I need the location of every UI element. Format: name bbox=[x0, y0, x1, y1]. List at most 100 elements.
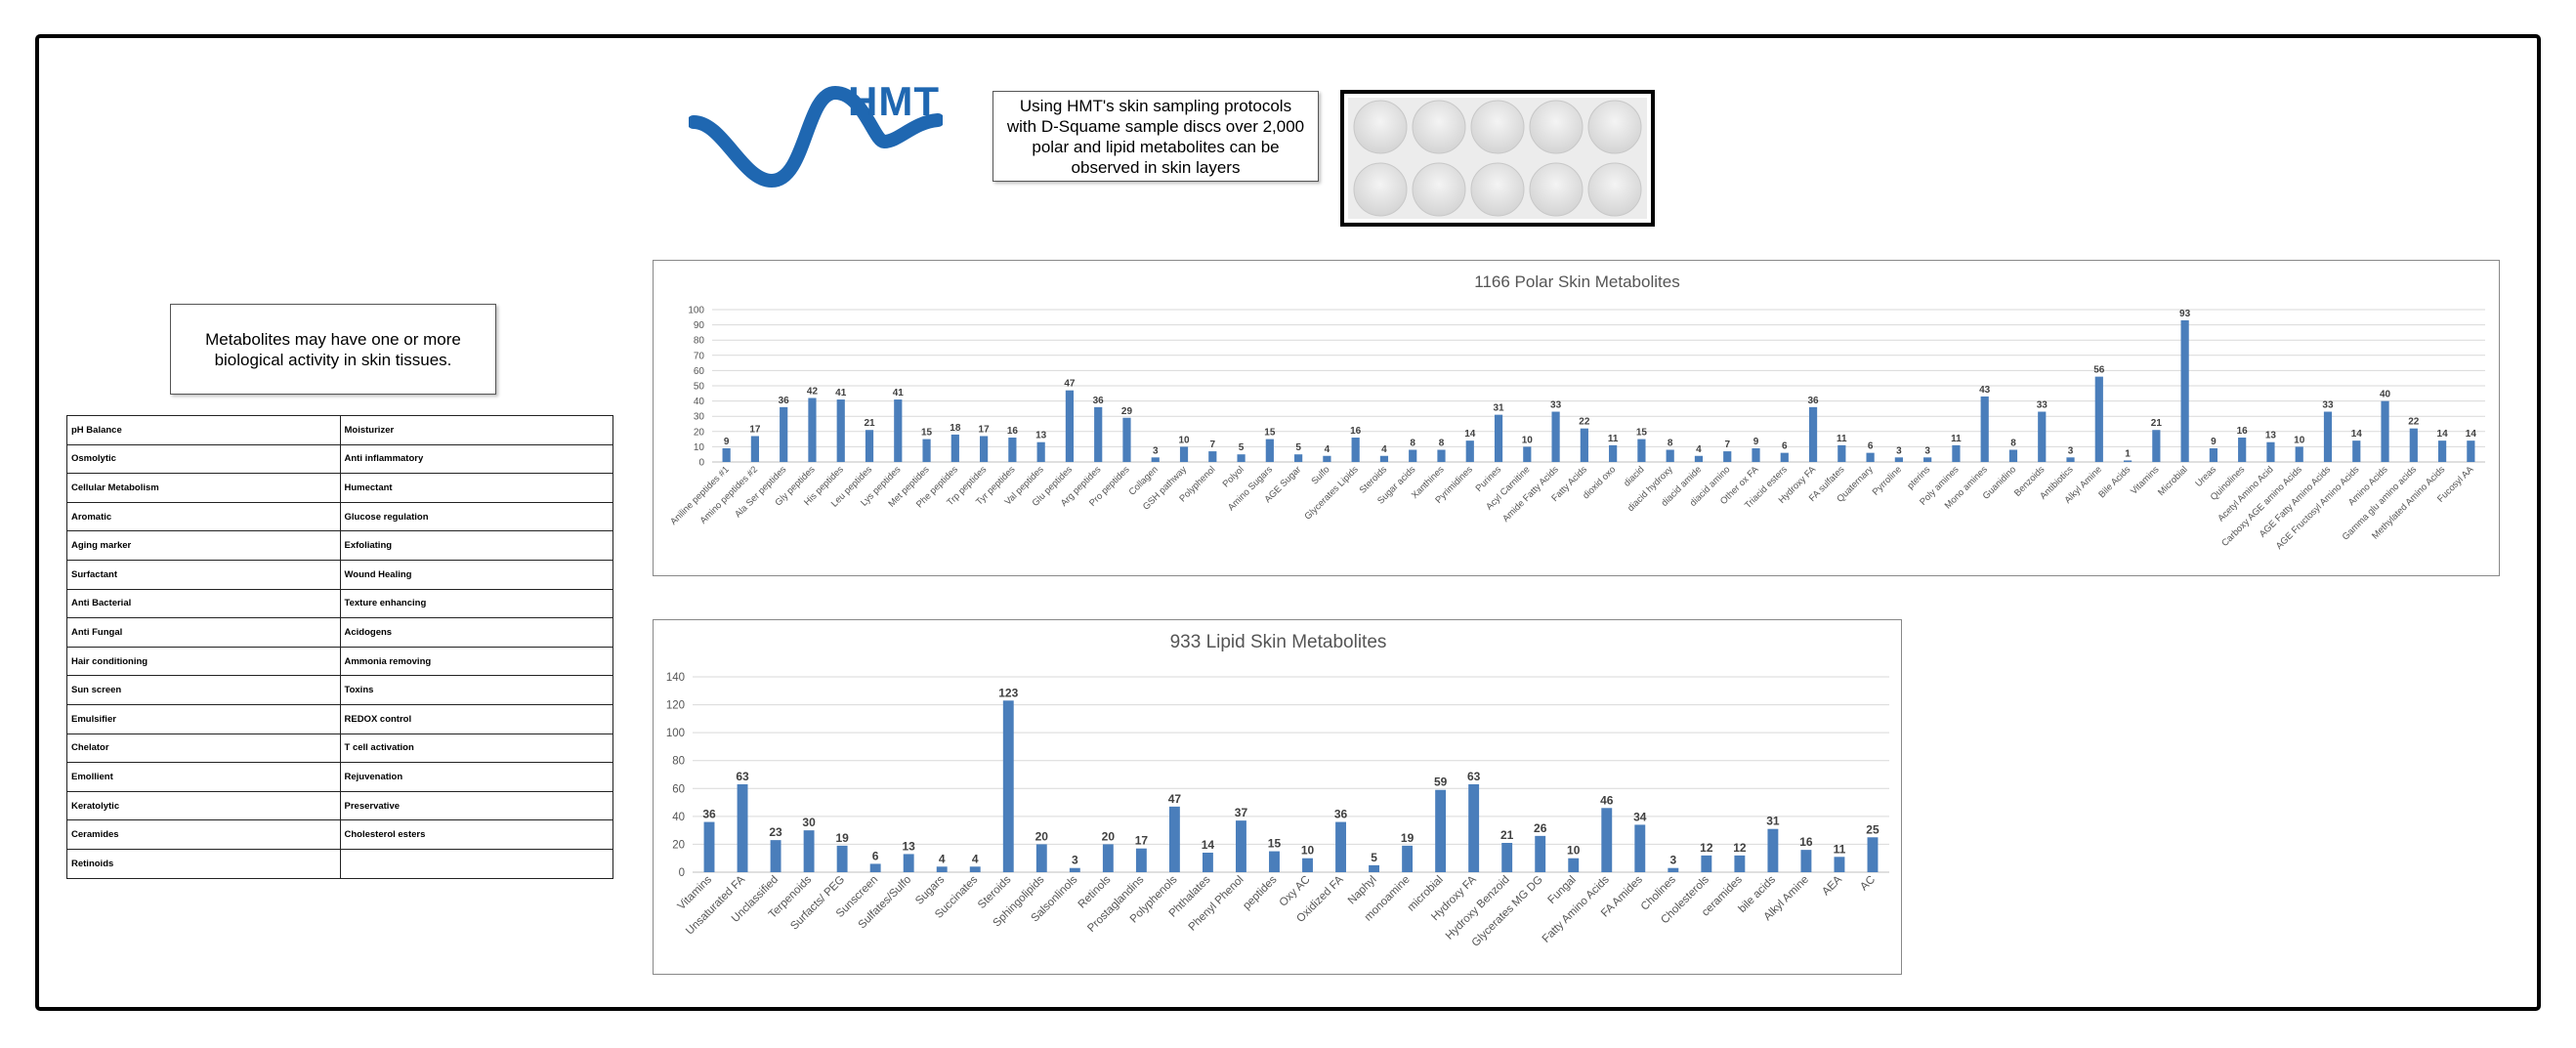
category-label: Polyol bbox=[1221, 464, 1246, 489]
data-label: 47 bbox=[1064, 379, 1076, 390]
hmt-logo-wave bbox=[689, 85, 943, 189]
bar bbox=[1494, 414, 1503, 462]
data-label: 8 bbox=[1439, 439, 1445, 449]
bar bbox=[865, 430, 874, 462]
category-label: diacid bbox=[1622, 464, 1646, 488]
bar bbox=[1837, 444, 1846, 462]
d-squame-discs-photo bbox=[1340, 90, 1655, 227]
bar bbox=[1734, 855, 1746, 872]
data-label: 18 bbox=[950, 423, 961, 434]
data-label: 26 bbox=[1534, 821, 1547, 835]
bar bbox=[836, 399, 845, 462]
bar bbox=[1767, 828, 1779, 872]
activity-row: Surfactant Wound Healing bbox=[66, 559, 613, 590]
chart-title: 933 Lipid Skin Metabolites bbox=[1170, 632, 1387, 652]
data-label: 5 bbox=[1371, 851, 1377, 864]
activity-cell: REDOX control bbox=[339, 703, 613, 734]
data-label: 12 bbox=[1733, 841, 1747, 855]
activity-row: Anti Fungal Acidogens bbox=[66, 617, 613, 648]
bar bbox=[2066, 457, 2075, 462]
data-label: 34 bbox=[1633, 810, 1647, 823]
activity-row: Retinoids bbox=[66, 848, 613, 879]
bar bbox=[1302, 858, 1313, 872]
page-frame bbox=[35, 34, 2541, 1011]
category-label: Naphyl bbox=[1346, 874, 1379, 907]
data-label: 4 bbox=[1696, 444, 1702, 455]
category-label: Sugars bbox=[913, 873, 947, 906]
bar bbox=[1701, 855, 1712, 872]
y-tick-label: 140 bbox=[666, 672, 685, 684]
bar bbox=[1834, 857, 1845, 872]
bar bbox=[1666, 449, 1674, 462]
bar bbox=[1780, 452, 1789, 462]
bar bbox=[1351, 438, 1360, 462]
activity-cell: Aging marker bbox=[66, 530, 341, 561]
bar bbox=[1694, 455, 1704, 462]
bar bbox=[1437, 449, 1446, 462]
activity-cell: Aromatic bbox=[66, 501, 341, 532]
data-label: 3 bbox=[1896, 445, 1902, 456]
bar bbox=[903, 854, 914, 872]
y-tick-label: 120 bbox=[666, 700, 685, 712]
data-label: 36 bbox=[779, 396, 790, 406]
category-label: AEA bbox=[1820, 873, 1844, 898]
data-label: 46 bbox=[1600, 793, 1614, 807]
activity-cell: Wound Healing bbox=[339, 559, 613, 590]
bar bbox=[2209, 447, 2217, 462]
data-label: 40 bbox=[2380, 390, 2391, 400]
bar bbox=[2038, 411, 2047, 462]
bar bbox=[1867, 837, 1879, 872]
data-label: 13 bbox=[903, 839, 916, 853]
bar bbox=[1135, 848, 1147, 872]
data-label: 15 bbox=[1636, 428, 1648, 439]
polar-chart-svg: 1166 Polar Skin Metabolites 0 10 20 30 40 50 60… bbox=[668, 272, 2485, 552]
category-label: Bile Acids bbox=[2096, 464, 2133, 500]
bar bbox=[1609, 444, 1618, 462]
bar bbox=[1980, 396, 1989, 462]
activity-cell: Exfoliating bbox=[339, 530, 613, 561]
data-label: 15 bbox=[1264, 428, 1276, 439]
sample-disc bbox=[1412, 162, 1466, 217]
bar bbox=[869, 863, 881, 872]
bar bbox=[2008, 449, 2018, 462]
y-tick-label: 50 bbox=[694, 382, 705, 393]
activity-row: Aging marker Exfoliating bbox=[66, 530, 613, 561]
bar bbox=[1202, 853, 1213, 872]
data-label: 15 bbox=[1268, 837, 1282, 851]
data-label: 29 bbox=[1121, 406, 1133, 417]
data-label: 8 bbox=[1668, 439, 1673, 449]
data-label: 11 bbox=[1834, 842, 1846, 856]
activity-cell: Humectant bbox=[339, 473, 613, 503]
data-label: 30 bbox=[802, 816, 816, 829]
y-tick-label: 0 bbox=[698, 458, 704, 469]
bar bbox=[1151, 457, 1160, 462]
bar bbox=[1952, 444, 1961, 462]
bar bbox=[1923, 457, 1932, 462]
data-label: 9 bbox=[2211, 437, 2217, 447]
bar bbox=[1523, 446, 1532, 462]
data-label: 14 bbox=[2437, 429, 2449, 440]
data-label: 33 bbox=[2322, 400, 2334, 411]
bar bbox=[1069, 867, 1080, 872]
sample-disc bbox=[1529, 100, 1584, 154]
category-label: Ureas bbox=[2193, 464, 2218, 489]
data-label: 17 bbox=[1135, 834, 1149, 848]
data-label: 37 bbox=[1235, 806, 1248, 819]
bar bbox=[1465, 440, 1474, 462]
data-label: 10 bbox=[1178, 435, 1190, 445]
data-label: 10 bbox=[1567, 844, 1581, 858]
category-label: Ala Ser peptides bbox=[733, 464, 788, 520]
category-label: peptides bbox=[1241, 873, 1279, 911]
bar bbox=[1409, 449, 1417, 462]
activity-cell: Cholesterol esters bbox=[339, 819, 613, 850]
bar bbox=[2152, 430, 2161, 462]
category-label: Microbial bbox=[2156, 464, 2190, 498]
data-label: 5 bbox=[1239, 442, 1245, 453]
bar bbox=[2381, 400, 2389, 462]
y-tick-label: 30 bbox=[694, 412, 705, 423]
data-label: 19 bbox=[835, 831, 849, 845]
y-tick-label: 100 bbox=[666, 728, 685, 739]
bar bbox=[1580, 428, 1588, 462]
bar bbox=[1036, 441, 1045, 462]
data-label: 3 bbox=[1153, 445, 1159, 456]
